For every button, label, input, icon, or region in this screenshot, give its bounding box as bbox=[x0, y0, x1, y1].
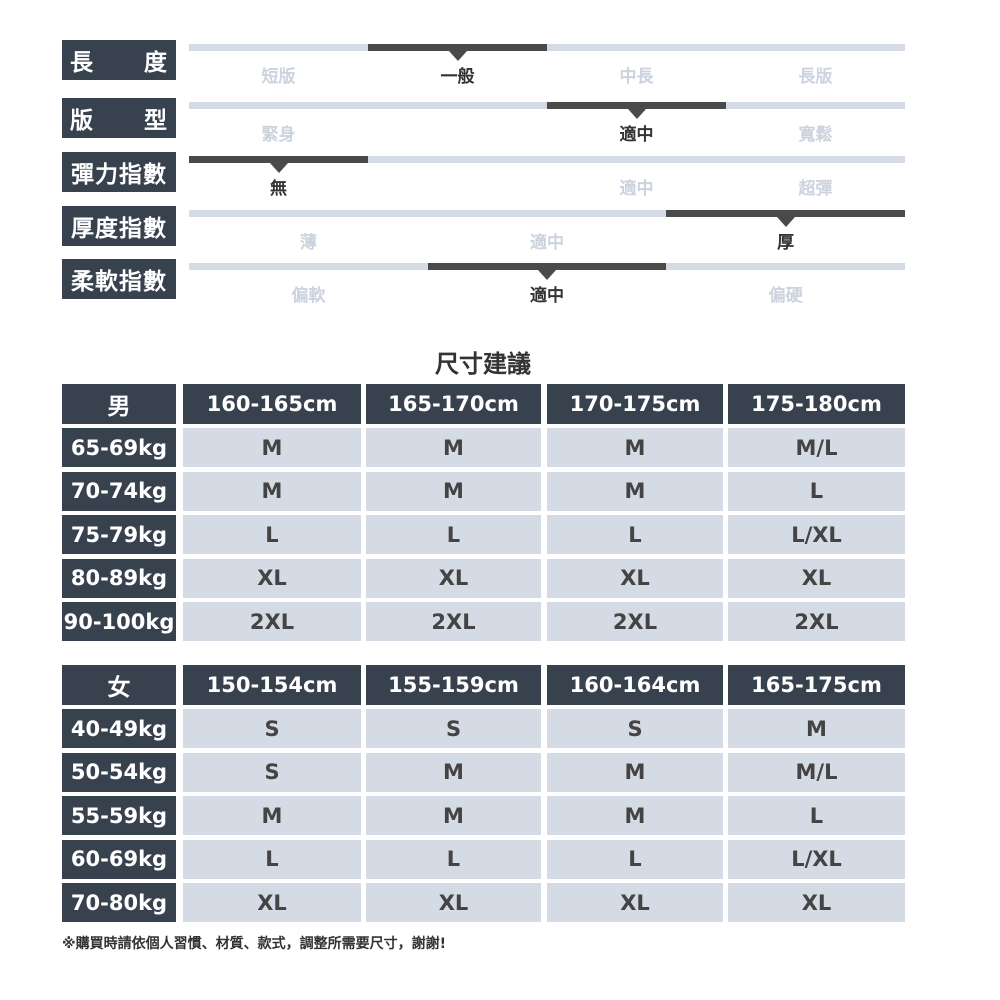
height-header: 160-165cm bbox=[183, 384, 361, 424]
size-cell: L bbox=[366, 839, 541, 879]
size-cell: M bbox=[366, 428, 541, 467]
selected-indicator bbox=[189, 156, 368, 173]
size-cell: XL bbox=[728, 883, 905, 922]
gender-header: 女 bbox=[62, 665, 176, 705]
attribute-label: 柔軟指數 bbox=[62, 259, 176, 299]
size-cell: 2XL bbox=[183, 602, 361, 641]
size-cell: S bbox=[183, 709, 361, 748]
size-cell: L bbox=[547, 515, 723, 554]
scale-option: 適中 bbox=[530, 286, 564, 306]
size-cell: M bbox=[547, 471, 723, 511]
scale-option: 厚 bbox=[777, 233, 795, 253]
scale-option: 中長 bbox=[619, 67, 654, 87]
size-cell: M bbox=[547, 752, 723, 792]
size-cell: XL bbox=[366, 558, 541, 598]
scale-option: 適中 bbox=[619, 125, 654, 145]
size-cell: M bbox=[183, 796, 361, 835]
size-cell: M bbox=[366, 796, 541, 835]
scale-option: 適中 bbox=[530, 233, 564, 253]
scale-option: 寬鬆 bbox=[798, 125, 833, 145]
scale-option: 長版 bbox=[798, 67, 833, 87]
size-cell: L/XL bbox=[728, 515, 905, 554]
height-header: 165-175cm bbox=[728, 665, 905, 705]
attribute-label: 彈力指數 bbox=[62, 152, 176, 192]
selected-indicator bbox=[368, 44, 547, 61]
height-header: 175-180cm bbox=[728, 384, 905, 424]
size-cell: M bbox=[366, 752, 541, 792]
size-cell: XL bbox=[183, 883, 361, 922]
attribute-label: 厚度指數 bbox=[62, 206, 176, 246]
size-cell: M bbox=[183, 428, 361, 467]
size-cell: XL bbox=[547, 558, 723, 598]
size-cell: 2XL bbox=[547, 602, 723, 641]
label-char: 度 bbox=[144, 50, 168, 76]
size-cell: XL bbox=[366, 883, 541, 922]
size-cell: L bbox=[183, 515, 361, 554]
size-cell: L bbox=[728, 796, 905, 835]
attribute-label: 長度 bbox=[62, 40, 176, 80]
size-cell: XL bbox=[728, 558, 905, 598]
weight-label: 40-49kg bbox=[62, 709, 176, 748]
attribute-label: 版型 bbox=[62, 98, 176, 138]
scale-option: 無 bbox=[270, 179, 287, 199]
label-char: 版 bbox=[70, 108, 94, 134]
label-char: 型 bbox=[144, 108, 168, 134]
size-cell: 2XL bbox=[366, 602, 541, 641]
label-char: 長 bbox=[70, 50, 94, 76]
scale-option: 偏硬 bbox=[768, 286, 803, 306]
height-header: 165-170cm bbox=[366, 384, 541, 424]
size-cell: M bbox=[183, 471, 361, 511]
weight-label: 80-89kg bbox=[62, 558, 176, 598]
size-cell: M bbox=[728, 709, 905, 748]
scale-option: 一般 bbox=[440, 67, 475, 87]
height-header: 160-164cm bbox=[547, 665, 723, 705]
height-header: 155-159cm bbox=[366, 665, 541, 705]
size-cell: M/L bbox=[728, 428, 905, 467]
attribute-scale bbox=[189, 210, 905, 227]
size-cell: L bbox=[547, 839, 723, 879]
size-cell: L/XL bbox=[728, 839, 905, 879]
size-cell: M bbox=[366, 471, 541, 511]
size-cell: M bbox=[547, 428, 723, 467]
scale-option: 超彈 bbox=[798, 179, 833, 199]
purchase-note: ※購買時請依個人習慣、材質、款式，調整所需要尺寸，謝謝! bbox=[62, 936, 446, 952]
weight-label: 50-54kg bbox=[62, 752, 176, 792]
scale-option: 偏軟 bbox=[291, 286, 326, 306]
weight-label: 70-74kg bbox=[62, 471, 176, 511]
selected-indicator bbox=[547, 102, 726, 119]
attribute-scale bbox=[189, 102, 905, 119]
scale-option: 適中 bbox=[619, 179, 654, 199]
size-cell: L bbox=[366, 515, 541, 554]
size-cell: 2XL bbox=[728, 602, 905, 641]
attribute-scale bbox=[189, 263, 905, 280]
height-header: 170-175cm bbox=[547, 384, 723, 424]
weight-label: 70-80kg bbox=[62, 883, 176, 922]
size-cell: XL bbox=[183, 558, 361, 598]
size-cell: S bbox=[366, 709, 541, 748]
scale-option: 薄 bbox=[299, 233, 317, 253]
size-cell: S bbox=[547, 709, 723, 748]
attribute-scale bbox=[189, 44, 905, 61]
size-cell: L bbox=[183, 839, 361, 879]
size-cell: S bbox=[183, 752, 361, 792]
size-cell: XL bbox=[547, 883, 723, 922]
size-cell: M/L bbox=[728, 752, 905, 792]
selected-indicator bbox=[666, 210, 905, 227]
size-cell: M bbox=[547, 796, 723, 835]
attribute-scale bbox=[189, 156, 905, 173]
selected-indicator bbox=[427, 263, 667, 280]
scale-option: 緊身 bbox=[261, 125, 296, 145]
weight-label: 90-100kg bbox=[62, 602, 176, 641]
weight-label: 75-79kg bbox=[62, 515, 176, 554]
weight-label: 55-59kg bbox=[62, 796, 176, 835]
size-title: 尺寸建議 bbox=[435, 350, 531, 378]
scale-option: 短版 bbox=[261, 67, 296, 87]
height-header: 150-154cm bbox=[183, 665, 361, 705]
gender-header: 男 bbox=[62, 384, 176, 424]
weight-label: 60-69kg bbox=[62, 839, 176, 879]
weight-label: 65-69kg bbox=[62, 428, 176, 467]
size-cell: L bbox=[728, 471, 905, 511]
